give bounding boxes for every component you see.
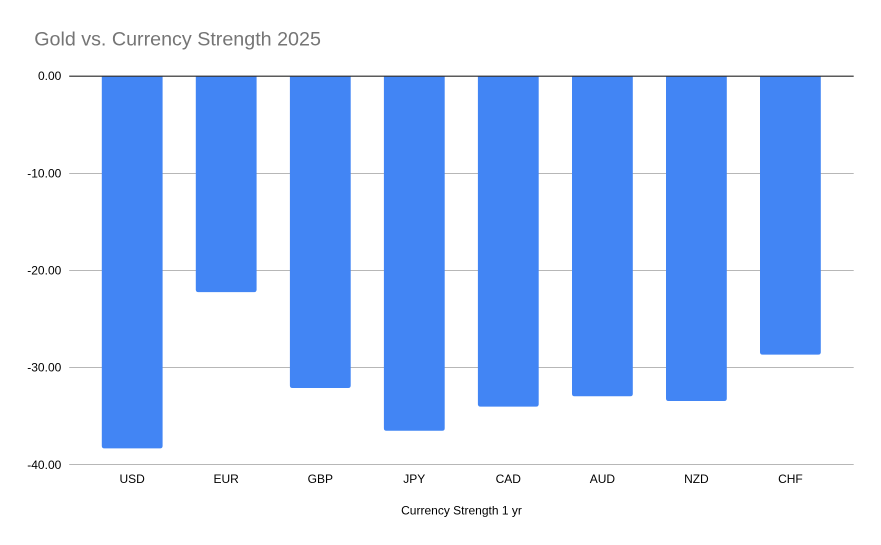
svg-text:CAD: CAD: [496, 472, 522, 486]
svg-text:JPY: JPY: [403, 472, 425, 486]
svg-text:USD: USD: [120, 472, 146, 486]
svg-text:NZD: NZD: [684, 472, 709, 486]
svg-text:0.00: 0.00: [38, 69, 62, 83]
svg-text:EUR: EUR: [214, 472, 240, 486]
svg-text:-40.00: -40.00: [27, 458, 61, 472]
svg-text:GBP: GBP: [308, 472, 333, 486]
svg-text:-30.00: -30.00: [27, 361, 61, 375]
svg-text:Currency Strength 1 yr: Currency Strength 1 yr: [401, 503, 522, 517]
svg-text:Gold vs. Currency Strength 202: Gold vs. Currency Strength 2025: [34, 29, 321, 51]
svg-text:AUD: AUD: [590, 472, 616, 486]
svg-text:CHF: CHF: [778, 472, 803, 486]
svg-text:-10.00: -10.00: [27, 166, 61, 180]
svg-text:-20.00: -20.00: [27, 264, 61, 278]
